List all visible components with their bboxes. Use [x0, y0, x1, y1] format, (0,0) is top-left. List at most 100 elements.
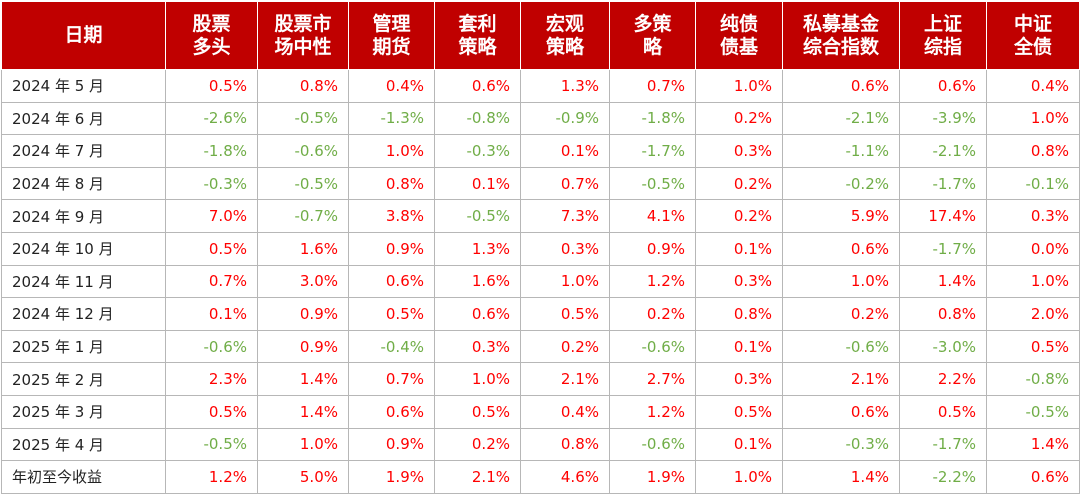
value-cell: 1.3%: [520, 69, 610, 103]
value-cell: 0.5%: [165, 394, 258, 429]
date-cell: 2025 年 2 月: [1, 362, 166, 396]
column-header-line: 多策: [633, 12, 672, 35]
column-header: 多策略: [609, 1, 696, 70]
value-cell: 0.3%: [986, 199, 1080, 233]
value-cell: 7.3%: [520, 199, 610, 233]
value-cell: -2.6%: [165, 101, 258, 136]
table-row: 2025 年 3 月 0.5% 1.4% 0.6% 0.5% 0.4% 1.2% 0.5% 0.…: [1, 394, 1080, 429]
column-header: 股票 多头: [165, 1, 258, 70]
table-row: 2024 年 11 月 0.7% 3.0% 0.6% 1.6% 1.0% 1.2% 0.3% 1…: [1, 264, 1080, 299]
value-cell: 0.1%: [695, 427, 783, 462]
value-cell: 0.3%: [520, 231, 610, 266]
date-cell: 2024 年 5 月: [1, 69, 166, 103]
value-cell: 1.0%: [986, 264, 1080, 299]
value-cell: -1.8%: [609, 101, 696, 136]
date-cell: 2024 年 8 月: [1, 166, 166, 201]
value-cell: 0.6%: [348, 394, 435, 429]
value-cell: -0.5%: [434, 199, 521, 233]
value-cell: -1.7%: [899, 427, 987, 462]
ytd-row: 年初至今收益 1.2% 5.0% 1.9% 2.1% 4.6% 1.9% 1.0% 1.4% -2…: [1, 460, 1080, 494]
value-cell: 1.2%: [609, 394, 696, 429]
value-cell: 0.2%: [434, 427, 521, 462]
value-cell: 0.9%: [348, 231, 435, 266]
column-header-line: 股票: [192, 12, 231, 35]
value-cell: 0.3%: [695, 264, 783, 299]
table-row: 2024 年 5 月 0.5% 0.8% 0.4% 0.6% 1.3% 0.7% 1.0% 0.…: [1, 69, 1080, 103]
table-row: 2024 年 7 月 -1.8% -0.6% 1.0% -0.3% 0.1% -1.7% 0.…: [1, 134, 1080, 168]
value-cell: 1.2%: [609, 264, 696, 299]
value-cell: 0.1%: [165, 297, 258, 331]
column-header-line: 管理: [372, 12, 411, 35]
value-cell: -0.4%: [348, 329, 435, 364]
value-cell: 0.6%: [782, 231, 900, 266]
value-cell: -0.8%: [986, 362, 1080, 396]
value-cell: 2.3%: [165, 362, 258, 396]
column-header-line: 多头: [192, 35, 231, 58]
column-header: 纯债 债基: [695, 1, 783, 70]
column-header-line: 全债: [1013, 35, 1052, 58]
value-cell: -0.5%: [609, 166, 696, 201]
value-cell: 2.1%: [434, 460, 521, 494]
column-header: 中证 全债: [986, 1, 1080, 70]
value-cell: -2.2%: [899, 460, 987, 494]
table-row: 2025 年 4 月 -0.5% 1.0% 0.9% 0.2% 0.8% -0.6% 0.1%…: [1, 427, 1080, 462]
date-cell: 2024 年 12 月: [1, 297, 166, 331]
value-cell: 5.0%: [257, 460, 349, 494]
table-row: 2024 年 12 月 0.1% 0.9% 0.5% 0.6% 0.5% 0.2% 0.8% 0…: [1, 297, 1080, 331]
value-cell: 0.6%: [986, 460, 1080, 494]
value-cell: 0.8%: [520, 427, 610, 462]
value-cell: 2.1%: [520, 362, 610, 396]
date-cell: 2024 年 6 月: [1, 101, 166, 136]
value-cell: 1.0%: [257, 427, 349, 462]
column-header-line: 股票市: [274, 12, 332, 35]
table-row: 2024 年 9 月 7.0% -0.7% 3.8% -0.5% 7.3% 4.1% 0.2%…: [1, 199, 1080, 233]
column-header-line: 日期: [64, 24, 103, 46]
table-row: 2024 年 10 月 0.5% 1.6% 0.9% 1.3% 0.3% 0.9% 0.1% 0…: [1, 231, 1080, 266]
value-cell: 0.6%: [899, 69, 987, 103]
column-header-line: 期货: [372, 35, 411, 58]
column-header-line: 私募基金: [802, 12, 879, 35]
table-row: 2024 年 6 月 -2.6% -0.5% -1.3% -0.8% -0.9% -1.8%…: [1, 101, 1080, 136]
value-cell: 0.7%: [348, 362, 435, 396]
value-cell: 1.0%: [520, 264, 610, 299]
date-cell: 2024 年 10 月: [1, 231, 166, 266]
value-cell: 1.4%: [986, 427, 1080, 462]
value-cell: 0.2%: [520, 329, 610, 364]
value-cell: -1.8%: [165, 134, 258, 168]
table-row: 2025 年 2 月 2.3% 1.4% 0.7% 1.0% 2.1% 2.7% 0.3% 2.…: [1, 362, 1080, 396]
column-header: 股票市 场中性: [257, 1, 349, 70]
column-header: 宏观 策略: [520, 1, 610, 70]
value-cell: 3.8%: [348, 199, 435, 233]
value-cell: -0.7%: [257, 199, 349, 233]
value-cell: 17.4%: [899, 199, 987, 233]
value-cell: 3.0%: [257, 264, 349, 299]
value-cell: -2.1%: [899, 134, 987, 168]
value-cell: 1.0%: [986, 101, 1080, 136]
value-cell: 0.2%: [782, 297, 900, 331]
value-cell: 0.9%: [257, 329, 349, 364]
value-cell: 0.8%: [695, 297, 783, 331]
value-cell: 0.1%: [434, 166, 521, 201]
value-cell: 4.1%: [609, 199, 696, 233]
value-cell: 0.2%: [695, 166, 783, 201]
value-cell: 1.9%: [348, 460, 435, 494]
value-cell: 2.2%: [899, 362, 987, 396]
value-cell: -0.5%: [165, 427, 258, 462]
date-cell: 2025 年 4 月: [1, 427, 166, 462]
column-header: 私募基金 综合指数: [782, 1, 900, 70]
value-cell: -1.7%: [899, 166, 987, 201]
column-header-line: 综合指数: [802, 35, 879, 58]
column-header: 上证 综指: [899, 1, 987, 70]
value-cell: -0.5%: [257, 166, 349, 201]
value-cell: 1.0%: [348, 134, 435, 168]
value-cell: 0.6%: [782, 394, 900, 429]
value-cell: 1.4%: [899, 264, 987, 299]
column-header: 套利 策略: [434, 1, 521, 70]
value-cell: 0.6%: [782, 69, 900, 103]
value-cell: 0.6%: [434, 69, 521, 103]
value-cell: 1.0%: [695, 69, 783, 103]
date-cell: 2025 年 3 月: [1, 394, 166, 429]
column-header-date: 日期: [1, 1, 166, 70]
value-cell: 0.5%: [695, 394, 783, 429]
value-cell: 0.4%: [986, 69, 1080, 103]
